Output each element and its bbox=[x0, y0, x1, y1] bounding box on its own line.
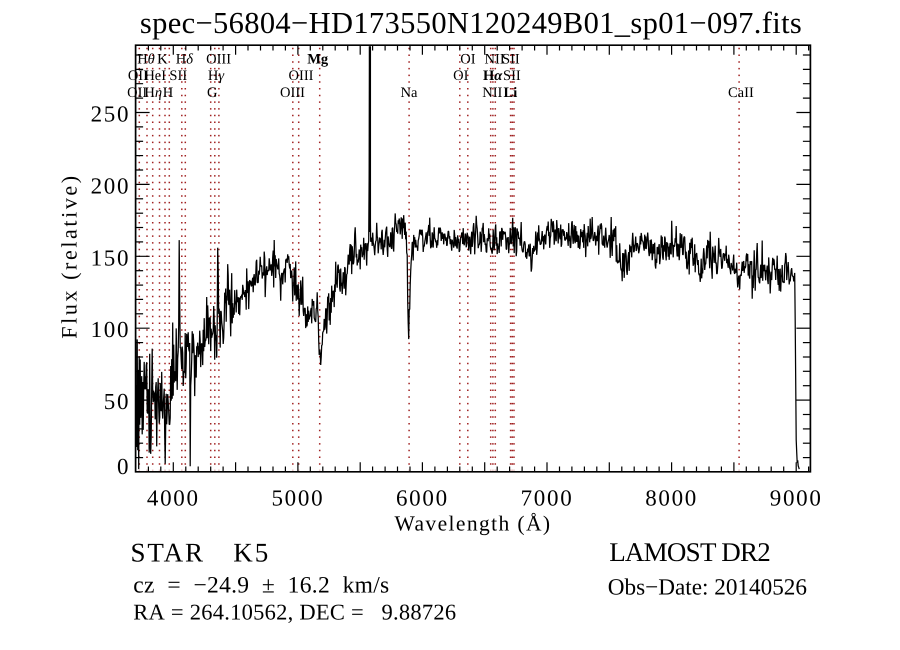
svg-text:250: 250 bbox=[91, 101, 131, 126]
svg-text:200: 200 bbox=[91, 173, 131, 198]
svg-text:Hα: Hα bbox=[483, 68, 503, 84]
svg-text:K5: K5 bbox=[233, 537, 270, 567]
svg-text:OII: OII bbox=[127, 85, 147, 101]
svg-text:SII: SII bbox=[502, 51, 520, 67]
svg-text:Li: Li bbox=[504, 85, 518, 101]
svg-text:cz = −24.9 ± 16.2 km/s: cz = −24.9 ± 16.2 km/s bbox=[133, 572, 389, 598]
svg-text:K: K bbox=[157, 51, 168, 67]
svg-text:OIII: OIII bbox=[280, 85, 305, 101]
svg-text:SII: SII bbox=[503, 68, 521, 84]
svg-text:Hθ: Hθ bbox=[137, 51, 155, 67]
svg-text:150: 150 bbox=[91, 245, 131, 270]
svg-text:OIII: OIII bbox=[289, 68, 314, 84]
svg-text:50: 50 bbox=[104, 389, 130, 414]
svg-text:100: 100 bbox=[91, 317, 131, 342]
svg-text:OI: OI bbox=[460, 51, 475, 67]
svg-text:OII: OII bbox=[128, 68, 148, 84]
svg-text:9000: 9000 bbox=[770, 486, 823, 511]
svg-text:Hδ: Hδ bbox=[176, 51, 193, 67]
svg-text:CaII: CaII bbox=[728, 85, 754, 101]
svg-text:8000: 8000 bbox=[645, 486, 698, 511]
svg-text:OIII: OIII bbox=[206, 51, 231, 67]
svg-text:LAMOST DR2: LAMOST DR2 bbox=[609, 537, 770, 567]
svg-text:6000: 6000 bbox=[396, 485, 449, 510]
svg-text:5000: 5000 bbox=[271, 485, 324, 510]
svg-text:Mg: Mg bbox=[307, 51, 329, 67]
svg-text:4000: 4000 bbox=[147, 485, 200, 510]
svg-text:Flux (relative): Flux (relative) bbox=[56, 173, 81, 338]
svg-text:0: 0 bbox=[117, 454, 130, 479]
svg-text:Obs−Date: 20140526: Obs−Date: 20140526 bbox=[608, 574, 807, 600]
svg-text:H: H bbox=[163, 85, 174, 101]
svg-text:OI: OI bbox=[453, 68, 468, 84]
svg-text:Na: Na bbox=[401, 85, 418, 101]
svg-text:Hγ: Hγ bbox=[208, 68, 225, 84]
svg-text:Hη: Hη bbox=[144, 85, 162, 101]
svg-text:NII: NII bbox=[485, 51, 505, 67]
svg-text:spec−56804−HD173550N120249B01_: spec−56804−HD173550N120249B01_sp01−097.f… bbox=[140, 6, 802, 40]
svg-text:RA = 264.10562, DEC = 9.8872: RA = 264.10562, DEC = 9.88726 bbox=[133, 599, 456, 624]
svg-text:G: G bbox=[207, 85, 218, 101]
svg-text:NII: NII bbox=[482, 85, 502, 101]
svg-text:7000: 7000 bbox=[521, 486, 574, 511]
svg-text:HeI: HeI bbox=[144, 68, 166, 84]
svg-text:Wavelength (Å): Wavelength (Å) bbox=[395, 511, 552, 535]
svg-text:STAR: STAR bbox=[130, 537, 204, 567]
svg-text:SII: SII bbox=[169, 68, 187, 84]
